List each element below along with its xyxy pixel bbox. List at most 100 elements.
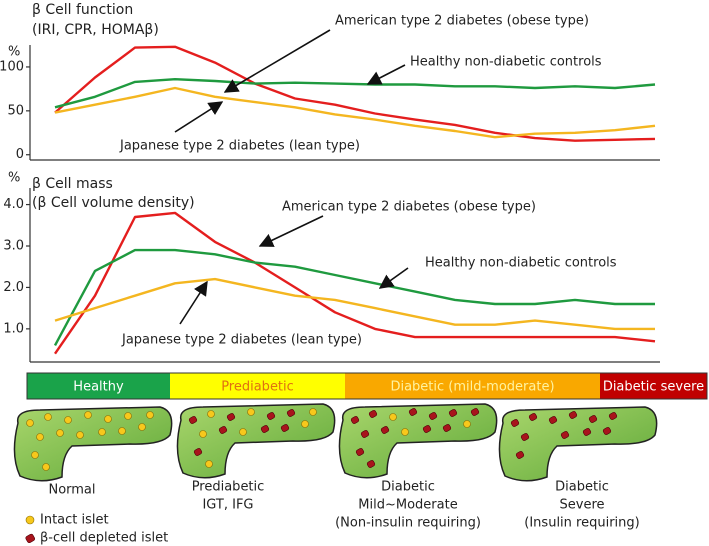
depleted-islet — [193, 448, 203, 456]
intact-islet — [239, 428, 247, 436]
chart-title: (β Cell volume density) — [32, 195, 195, 211]
chart-title: (IRI, CPR, HOMAβ) — [32, 22, 159, 38]
y-tick-label: 3.0 — [3, 239, 24, 254]
stage-segment — [345, 373, 600, 399]
depleted-islet — [408, 408, 418, 416]
illustration-caption: Diabetic — [381, 480, 435, 495]
depleted-islet — [588, 415, 598, 423]
illustration-caption: (Non-insulin requiring) — [335, 516, 481, 531]
intact-islet — [247, 408, 255, 416]
intact-islet — [301, 420, 309, 428]
intact-islet — [26, 419, 34, 427]
illustration-caption: Normal — [48, 483, 95, 498]
pancreas — [338, 403, 498, 479]
intact-islet — [42, 463, 50, 471]
depleted-islet — [602, 427, 612, 435]
y-tick-label: 50 — [7, 103, 24, 118]
annotation-arrow — [378, 267, 409, 289]
pancreas — [498, 406, 658, 482]
stage-border — [26, 372, 708, 400]
intact-islet — [205, 460, 213, 468]
legend-intact — [25, 515, 35, 525]
depleted-islet — [286, 409, 296, 417]
intact-islet — [124, 412, 132, 420]
series-annotation: American type 2 diabetes (obese type) — [282, 200, 536, 215]
series-annotation: Healthy non-diabetic controls — [425, 256, 617, 271]
intact-islet — [309, 408, 317, 416]
intact-islet — [104, 415, 112, 423]
intact-islet — [118, 427, 126, 435]
pancreas-shape — [338, 403, 498, 479]
pancreas-shape — [13, 406, 173, 482]
annotation-arrow — [174, 101, 224, 133]
depleted-islet — [582, 428, 592, 436]
depleted-islet — [355, 448, 365, 456]
series-line — [54, 78, 656, 109]
depleted-islet — [548, 416, 558, 424]
depleted-islet — [510, 419, 520, 427]
legend-label: β-cell depleted islet — [40, 531, 168, 546]
depleted-islet — [226, 413, 236, 421]
depleted-islet — [280, 424, 290, 432]
series-line — [54, 86, 656, 139]
chart-title: β Cell function — [32, 2, 133, 18]
pancreas — [176, 403, 336, 479]
depleted-islet — [470, 408, 480, 416]
depleted-islet — [428, 412, 438, 420]
depleted-islet — [568, 411, 578, 419]
stage-label: Diabetic (mild-moderate) — [390, 380, 554, 395]
intact-islet — [138, 423, 146, 431]
illustration-caption: Prediabetic — [192, 480, 265, 495]
depleted-islet — [260, 425, 270, 433]
intact-islet — [463, 420, 471, 428]
depleted-islet — [188, 416, 198, 424]
intact-islet — [389, 413, 397, 421]
annotation-arrow — [179, 280, 208, 325]
annotation-arrow — [366, 64, 406, 85]
series-line — [53, 248, 655, 346]
depleted-islet — [422, 425, 432, 433]
stage-segment — [170, 373, 345, 399]
depleted-islet — [520, 433, 530, 441]
intact-islet — [64, 416, 72, 424]
pancreas-shape — [498, 406, 658, 482]
intact-islet — [146, 411, 154, 419]
stage-segment — [27, 373, 170, 399]
series-line — [54, 45, 656, 142]
depleted-islet — [515, 451, 525, 459]
intact-islet — [36, 433, 44, 441]
series-annotation: Healthy non-diabetic controls — [410, 55, 602, 70]
depleted-islet — [218, 426, 228, 434]
intact-islet — [199, 430, 207, 438]
stage-label: Prediabetic — [221, 380, 294, 395]
depleted-islet — [366, 460, 376, 468]
stage-label: Healthy — [73, 380, 124, 395]
stage-segment — [600, 373, 707, 399]
pancreas — [13, 406, 173, 482]
chart-title: β Cell mass — [32, 176, 113, 192]
depleted-islet — [448, 409, 458, 417]
intact-islet — [401, 428, 409, 436]
series-line — [54, 211, 656, 355]
intact-islet — [31, 451, 39, 459]
depleted-islet — [608, 412, 618, 420]
pancreas-shape — [176, 403, 336, 479]
depleted-islet — [368, 410, 378, 418]
depleted-islet — [350, 416, 360, 424]
depleted-islet — [380, 426, 390, 434]
annotation-arrow — [223, 29, 331, 93]
illustration-caption: Mild~Moderate — [358, 498, 457, 513]
illustration-caption: Diabetic — [555, 480, 609, 495]
illustration-caption: (Insulin requiring) — [524, 516, 639, 531]
y-tick-label: 0 — [16, 147, 24, 162]
y-tick-label: 1.0 — [3, 321, 24, 336]
depleted-islet — [560, 431, 570, 439]
intact-islet — [98, 428, 106, 436]
illustration-caption: Severe — [560, 498, 605, 513]
y-tick-label: 100 — [0, 59, 24, 74]
depleted-islet — [528, 413, 538, 421]
y-axis-label: % — [8, 45, 20, 60]
stage-label: Diabetic severe — [603, 380, 704, 395]
series-annotation: American type 2 diabetes (obese type) — [335, 14, 589, 29]
